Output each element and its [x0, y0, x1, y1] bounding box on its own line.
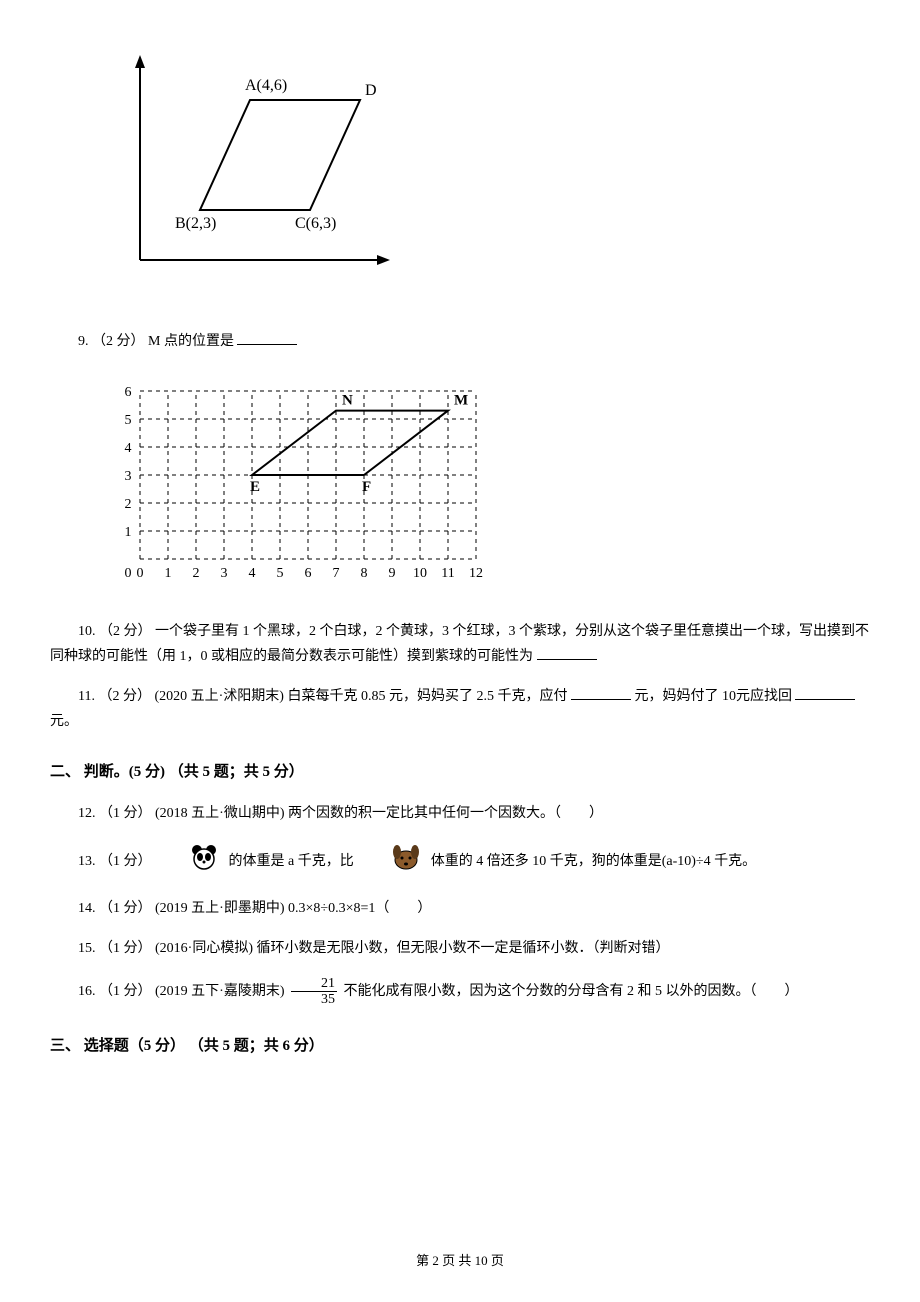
- svg-text:F: F: [362, 479, 371, 495]
- svg-text:6: 6: [305, 566, 312, 581]
- svg-text:E: E: [250, 479, 260, 495]
- svg-text:2: 2: [193, 566, 200, 581]
- q13-number: 13.: [78, 853, 96, 868]
- question-12: 12. （1 分） (2018 五上·微山期中) 两个因数的积一定比其中任何一个…: [50, 801, 870, 826]
- q15-text: 循环小数是无限小数，但无限小数不一定是循环小数．（判断对错）: [257, 941, 670, 956]
- q13-text-a: 的体重是 a 千克，比: [229, 853, 358, 868]
- question-16: 16. （1 分） (2019 五下·嘉陵期末) 21 35 不能化成有限小数，…: [50, 976, 870, 1008]
- question-13: 13. （1 分） 的体重是 a 千克，比 体重的 4 倍还多 10 千克，狗的…: [50, 842, 870, 881]
- page-footer: 第 2 页 共 10 页: [0, 1249, 920, 1272]
- question-11: 11. （2 分） (2020 五上·沭阳期末) 白菜每千克 0.85 元，妈妈…: [50, 684, 870, 734]
- section-3-subtitle: （共 5 题；共 6 分）: [189, 1038, 324, 1054]
- q11-number: 11.: [78, 689, 95, 704]
- q16-text-a: 不能化成有限小数，因为这个分数的分母含有 2 和 5 以外的因数。（ ）: [344, 984, 799, 999]
- label-D: D: [365, 82, 377, 99]
- q11-text-c: 元。: [50, 714, 78, 729]
- svg-text:6: 6: [125, 385, 132, 400]
- label-A: A(4,6): [245, 77, 287, 94]
- svg-text:10: 10: [413, 566, 427, 581]
- question-15: 15. （1 分） (2016·同心模拟) 循环小数是无限小数，但无限小数不一定…: [50, 936, 870, 961]
- q10-number: 10.: [78, 624, 96, 639]
- figure-parallelogram: A(4,6) D B(2,3) C(6,3): [90, 50, 870, 299]
- q9-points: （2 分）: [92, 334, 145, 349]
- svg-text:0: 0: [125, 566, 132, 581]
- q11-source: (2020 五上·沭阳期末): [154, 689, 284, 704]
- svg-text:M: M: [454, 393, 468, 409]
- svg-text:4: 4: [249, 566, 256, 581]
- q9-blank: [237, 331, 297, 345]
- svg-text:1: 1: [125, 525, 132, 540]
- svg-text:1: 1: [165, 566, 172, 581]
- svg-text:2: 2: [125, 497, 132, 512]
- label-B: B(2,3): [175, 215, 216, 232]
- q14-text: 0.3×8÷0.3×8=1（ ）: [288, 901, 431, 916]
- q13-text-b: 体重的 4 倍还多 10 千克，狗的体重是(a-10)÷4 千克。: [431, 853, 756, 868]
- svg-text:12: 12: [469, 566, 483, 581]
- panda-icon: [159, 842, 221, 881]
- svg-text:7: 7: [333, 566, 340, 581]
- question-14: 14. （1 分） (2019 五上·即墨期中) 0.3×8÷0.3×8=1（ …: [50, 896, 870, 921]
- q14-number: 14.: [78, 901, 96, 916]
- q16-fraction-num: 21: [291, 976, 337, 992]
- q15-points: （1 分）: [99, 941, 152, 956]
- q16-points: （1 分）: [99, 984, 152, 999]
- question-9: 9. （2 分） M 点的位置是: [50, 329, 870, 354]
- q11-blank-2: [795, 686, 855, 700]
- dog-icon: [361, 842, 423, 881]
- q12-source: (2018 五上·微山期中): [155, 806, 285, 821]
- svg-text:3: 3: [221, 566, 228, 581]
- q16-source: (2019 五下·嘉陵期末): [155, 984, 285, 999]
- q9-text: M 点的位置是: [148, 334, 234, 349]
- q10-points: （2 分）: [99, 624, 152, 639]
- q11-text-b: 元，妈妈付了 10元应找回: [634, 689, 792, 704]
- q16-fraction: 21 35: [291, 976, 337, 1008]
- section-2-header: 二、 判断。(5 分) （共 5 题；共 5 分）: [50, 759, 870, 786]
- svg-text:5: 5: [125, 413, 132, 428]
- q13-points: （1 分）: [99, 853, 152, 868]
- svg-text:8: 8: [361, 566, 368, 581]
- parallelogram-svg: A(4,6) D B(2,3) C(6,3): [90, 50, 390, 290]
- svg-text:4: 4: [125, 441, 132, 456]
- section-2-title: 二、 判断。(5 分): [50, 764, 165, 780]
- svg-text:3: 3: [125, 469, 132, 484]
- svg-text:0: 0: [137, 566, 144, 581]
- q14-points: （1 分）: [99, 901, 152, 916]
- q16-fraction-den: 35: [291, 992, 337, 1007]
- section-3-title: 三、 选择题（5 分）: [50, 1038, 185, 1054]
- q11-points: （2 分）: [98, 689, 151, 704]
- svg-text:11: 11: [441, 566, 454, 581]
- svg-text:5: 5: [277, 566, 284, 581]
- section-3-header: 三、 选择题（5 分） （共 5 题；共 6 分）: [50, 1033, 870, 1060]
- figure-grid-nmef: 01234567891011121234560NMEF: [110, 369, 870, 593]
- q12-text: 两个因数的积一定比其中任何一个因数大。（ ）: [288, 806, 603, 821]
- q16-number: 16.: [78, 984, 96, 999]
- q11-blank-1: [571, 686, 631, 700]
- grid-svg: 01234567891011121234560NMEF: [110, 369, 490, 584]
- question-10: 10. （2 分） 一个袋子里有 1 个黑球，2 个白球，2 个黄球，3 个红球…: [50, 619, 870, 669]
- footer-text: 第 2 页 共 10 页: [416, 1253, 504, 1268]
- q10-text-a: 一个袋子里有 1 个黑球，2 个白球，2 个黄球，3 个红球，3 个紫球，分别从…: [50, 624, 869, 664]
- q15-number: 15.: [78, 941, 96, 956]
- q11-text-a: 白菜每千克 0.85 元，妈妈买了 2.5 千克，应付: [287, 689, 567, 704]
- q10-blank: [537, 646, 597, 660]
- q14-source: (2019 五上·即墨期中): [155, 901, 285, 916]
- q12-number: 12.: [78, 806, 96, 821]
- q12-points: （1 分）: [99, 806, 152, 821]
- section-2-subtitle: （共 5 题；共 5 分）: [169, 764, 304, 780]
- svg-text:N: N: [342, 393, 353, 409]
- label-C: C(6,3): [295, 215, 336, 232]
- q15-source: (2016·同心模拟): [155, 941, 253, 956]
- svg-text:9: 9: [389, 566, 396, 581]
- q9-number: 9.: [78, 334, 89, 349]
